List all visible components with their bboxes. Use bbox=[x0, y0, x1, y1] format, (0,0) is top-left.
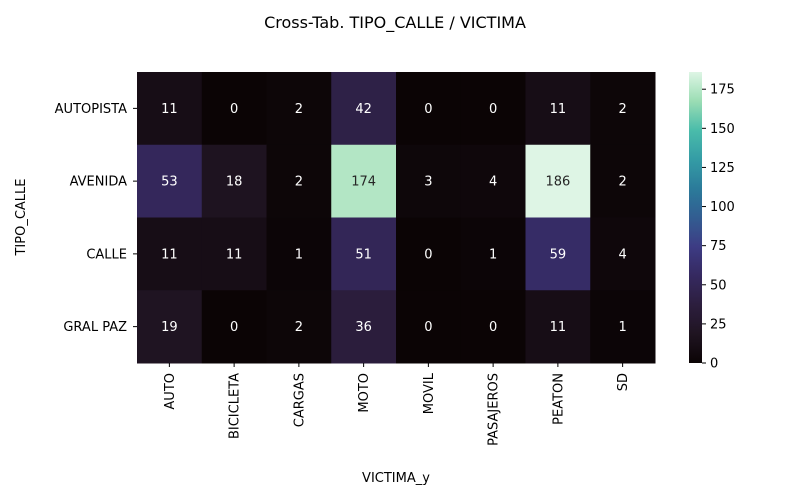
cell-value-label: 36 bbox=[355, 320, 372, 335]
cell-value-label: 0 bbox=[230, 102, 238, 117]
heatmap-cell bbox=[460, 217, 526, 291]
heatmap-cell bbox=[590, 144, 656, 218]
cell-value-label: 18 bbox=[226, 175, 243, 190]
y-axis-ticks: AUTOPISTA AVENIDA CALLE GRAL PAZ bbox=[55, 102, 137, 335]
x-axis-ticks: AUTO BICICLETA CARGAS MOTO MOVIL PASAJEROS PEA… bbox=[163, 363, 631, 446]
heatmap-cell bbox=[590, 72, 656, 146]
cell-value-label: 1 bbox=[295, 247, 303, 262]
heatmap-cells bbox=[137, 72, 656, 364]
x-tick-label: CARGAS bbox=[292, 373, 307, 427]
cell-value-label: 51 bbox=[355, 247, 372, 262]
heatmap-cell bbox=[396, 144, 462, 218]
cell-value-label: 2 bbox=[295, 320, 303, 335]
cell-value-label: 1 bbox=[618, 320, 626, 335]
colorbar-tick-label: 25 bbox=[710, 317, 727, 332]
cell-value-label: 0 bbox=[230, 320, 238, 335]
heatmap-cell bbox=[137, 290, 203, 364]
heatmap-cell bbox=[137, 144, 203, 218]
y-tick-label: CALLE bbox=[86, 247, 127, 262]
cell-value-label: 0 bbox=[489, 102, 497, 117]
cell-value-label: 2 bbox=[618, 175, 626, 190]
heatmap-cell bbox=[525, 72, 591, 146]
heatmap-cell bbox=[331, 144, 397, 218]
heatmap-cell bbox=[266, 290, 332, 364]
cell-value-label: 11 bbox=[161, 247, 178, 262]
heatmap-cell bbox=[590, 290, 656, 364]
heatmap-cell bbox=[525, 217, 591, 291]
x-tick-label: MOVIL bbox=[422, 372, 437, 414]
x-tick-label: PEATON bbox=[551, 373, 566, 425]
heatmap-cell bbox=[266, 144, 332, 218]
cell-value-label: 3 bbox=[424, 175, 432, 190]
cell-value-label: 53 bbox=[161, 175, 178, 190]
colorbar-tick-label: 0 bbox=[710, 357, 718, 372]
cell-value-label: 4 bbox=[618, 247, 626, 262]
heatmap-cell bbox=[266, 72, 332, 146]
heatmap-cell bbox=[396, 217, 462, 291]
colorbar-tick-label: 75 bbox=[710, 239, 727, 254]
y-tick-label: AUTOPISTA bbox=[55, 102, 127, 117]
heatmap-cell bbox=[590, 217, 656, 291]
cell-value-label: 2 bbox=[295, 102, 303, 117]
colorbar-tick-label: 150 bbox=[710, 122, 735, 137]
cell-value-label: 0 bbox=[424, 320, 432, 335]
heatmap-cell bbox=[266, 217, 332, 291]
cell-value-label: 59 bbox=[550, 247, 567, 262]
heatmap-cell bbox=[201, 72, 267, 146]
y-tick-label: AVENIDA bbox=[70, 175, 128, 190]
cell-value-label: 11 bbox=[161, 102, 178, 117]
heatmap-cell bbox=[137, 72, 203, 146]
heatmap-cell bbox=[396, 72, 462, 146]
x-tick-label: BICICLETA bbox=[228, 373, 243, 439]
chart-title: Cross-Tab. TIPO_CALLE / VICTIMA bbox=[264, 13, 526, 33]
heatmap-cell bbox=[460, 72, 526, 146]
cell-value-label: 2 bbox=[295, 175, 303, 190]
y-tick-label: GRAL PAZ bbox=[63, 320, 127, 335]
cell-value-label: 2 bbox=[618, 102, 626, 117]
x-tick-label: AUTO bbox=[163, 373, 178, 410]
colorbar-tick-label: 50 bbox=[710, 278, 727, 293]
cell-value-label: 174 bbox=[351, 175, 376, 190]
heatmap-cell bbox=[460, 290, 526, 364]
cell-value-label: 0 bbox=[424, 247, 432, 262]
cell-value-label: 0 bbox=[424, 102, 432, 117]
cell-annotations: 11 0 2 42 0 0 11 253 18 2 174 3 4 186 211 11 1 51 0 1 59 419 0… bbox=[161, 102, 627, 335]
x-tick-label: SD bbox=[616, 373, 631, 391]
cell-value-label: 42 bbox=[355, 102, 372, 117]
heatmap-cell bbox=[331, 217, 397, 291]
heatmap-cell bbox=[331, 72, 397, 146]
cell-value-label: 11 bbox=[226, 247, 243, 262]
cell-value-label: 186 bbox=[545, 175, 570, 190]
heatmap-cell bbox=[201, 144, 267, 218]
cell-value-label: 19 bbox=[161, 320, 178, 335]
x-tick-label: MOTO bbox=[357, 373, 372, 413]
colorbar-tick-label: 100 bbox=[710, 200, 735, 215]
heatmap-cell bbox=[201, 290, 267, 364]
colorbar-ticks: 0 25 50 75 100 125 150 175 bbox=[702, 83, 735, 372]
cell-value-label: 1 bbox=[489, 247, 497, 262]
cell-value-label: 11 bbox=[550, 102, 567, 117]
colorbar-tick-label: 175 bbox=[710, 83, 735, 98]
heatmap-cell bbox=[137, 217, 203, 291]
heatmap-cell bbox=[396, 290, 462, 364]
colorbar bbox=[689, 72, 702, 363]
cell-value-label: 4 bbox=[489, 175, 497, 190]
cell-value-label: 0 bbox=[489, 320, 497, 335]
heatmap-cell bbox=[525, 290, 591, 364]
heatmap-cell bbox=[201, 217, 267, 291]
cell-value-label: 11 bbox=[550, 320, 567, 335]
heatmap-cell bbox=[331, 290, 397, 364]
x-tick-label: PASAJEROS bbox=[487, 373, 502, 446]
x-axis-label: VICTIMA_y bbox=[362, 471, 430, 486]
heatmap-cell bbox=[460, 144, 526, 218]
y-axis-label: TIPO_CALLE bbox=[14, 178, 29, 256]
heatmap-cell bbox=[525, 144, 591, 218]
colorbar-tick-label: 125 bbox=[710, 161, 735, 176]
